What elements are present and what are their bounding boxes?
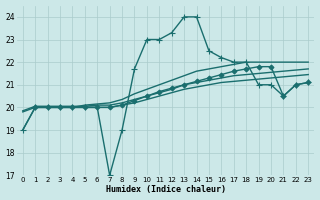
X-axis label: Humidex (Indice chaleur): Humidex (Indice chaleur) [106,185,226,194]
